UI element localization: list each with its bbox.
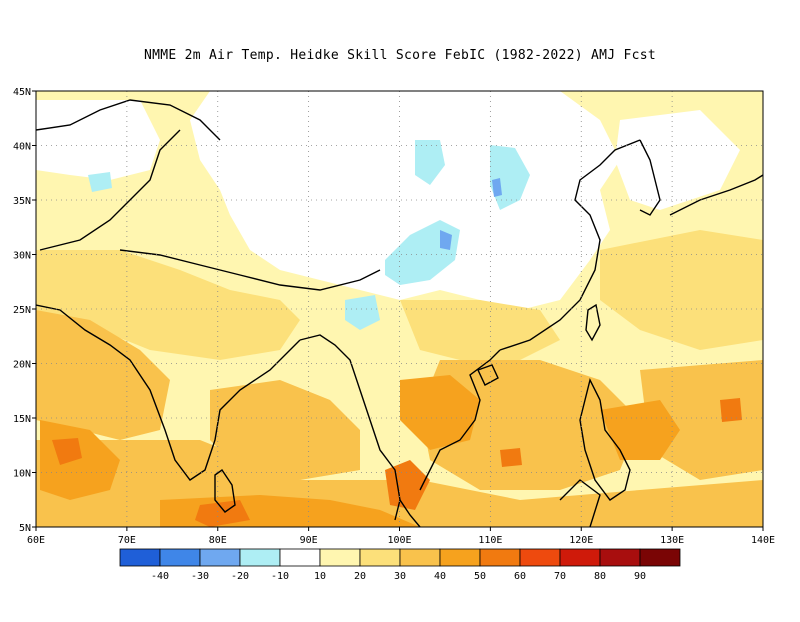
region-white-central-asia	[36, 100, 160, 180]
colorbar-swatch	[119, 548, 161, 567]
coast-korea	[639, 139, 661, 216]
colorbar-label: 50	[474, 571, 486, 582]
border-central-asia	[36, 99, 221, 141]
lon-tick-label: 120E	[569, 535, 593, 546]
colorbar-swatch	[359, 548, 401, 567]
colorbar-label: -40	[151, 571, 169, 582]
lat-tick-label: 10N	[13, 469, 31, 480]
colorbar-swatch	[159, 548, 201, 567]
coast-taiwan	[585, 303, 601, 342]
colorbar-label: 80	[594, 571, 606, 582]
border-himalaya	[119, 249, 381, 291]
colorbar-swatch	[199, 548, 241, 567]
lat-tick-label: 15N	[13, 414, 31, 425]
colorbar-swatch	[279, 548, 321, 567]
coastlines	[36, 99, 763, 527]
coast-south-china	[499, 139, 641, 351]
region-20-south-china	[400, 300, 560, 360]
gridlines	[36, 91, 763, 527]
lat-tick-label: 5N	[19, 523, 31, 534]
region-negative-myanmar	[345, 295, 380, 330]
colorbar: -40 -30 -20 -10 10 20 30 40 50 60 70 80 90	[119, 548, 681, 582]
coast-bangladesh	[299, 334, 401, 521]
colorbar-swatch	[399, 548, 441, 567]
region-negative-small-1	[440, 230, 452, 250]
colorbar-label: 60	[514, 571, 526, 582]
lat-tick-label: 40N	[13, 142, 31, 153]
chart-title: NMME 2m Air Temp. Heidke Skill Score Feb…	[144, 48, 656, 63]
region-20-east-china-sea	[600, 230, 763, 350]
region-60-arabian-sea	[52, 438, 82, 465]
region-20-india-north	[36, 250, 300, 360]
lat-tick-label: 25N	[13, 305, 31, 316]
lon-tick-label: 70E	[118, 535, 136, 546]
coast-malaysia	[399, 499, 421, 527]
lon-tick-label: 80E	[209, 535, 227, 546]
lon-tick-label: 140E	[751, 535, 775, 546]
region-negative-tibet	[415, 140, 445, 185]
region-50-indochina	[400, 375, 480, 450]
region-white-china	[190, 91, 620, 310]
coast-japan	[669, 174, 763, 216]
lat-tick-label: 20N	[13, 360, 31, 371]
coast-sri-lanka	[214, 469, 236, 513]
coast-india	[36, 304, 301, 481]
coast-indochina	[419, 349, 501, 491]
coast-philippines	[579, 377, 631, 501]
region-60-pacific	[720, 398, 742, 422]
region-negative-afghan	[88, 172, 112, 192]
colorbar-swatch	[519, 548, 561, 567]
lat-tick-label: 35N	[13, 196, 31, 207]
lon-tick-label: 110E	[478, 535, 502, 546]
colorbar-swatch	[599, 548, 641, 567]
coast-borneo	[559, 479, 601, 527]
lat-tick-label: 30N	[13, 251, 31, 262]
colorbar-label: 40	[434, 571, 446, 582]
colorbar-swatch	[439, 548, 481, 567]
lon-axis: 60E 70E 80E 90E 100E 110E 120E 130E 140E	[27, 527, 775, 546]
colorbar-label: 10	[314, 571, 326, 582]
colorbar-swatch	[559, 548, 601, 567]
lat-axis: 5N 10N 15N 20N 25N 30N 35N 40N 45N	[13, 87, 36, 534]
lon-tick-label: 90E	[300, 535, 318, 546]
region-30-arabian-sea	[36, 310, 170, 440]
lon-tick-label: 130E	[660, 535, 684, 546]
region-30-south-china-sea	[420, 360, 640, 490]
colorbar-swatch	[239, 548, 281, 567]
lat-tick-label: 45N	[13, 87, 31, 98]
lon-tick-label: 60E	[27, 535, 45, 546]
colorbar-swatch	[479, 548, 521, 567]
region-60-scs	[500, 448, 522, 467]
colorbar-label: -30	[191, 571, 209, 582]
colorbar-label: -20	[231, 571, 249, 582]
colorbar-label: 20	[354, 571, 366, 582]
lon-tick-label: 100E	[387, 535, 411, 546]
colorbar-swatch	[319, 548, 361, 567]
colorbar-label: 90	[634, 571, 646, 582]
colorbar-label: -10	[271, 571, 289, 582]
region-negative-small-2	[492, 178, 502, 197]
border-pakistan	[39, 129, 181, 251]
region-white-korea	[615, 110, 740, 210]
colorbar-label: 70	[554, 571, 566, 582]
region-60-indian-ocean	[195, 500, 250, 527]
coast-hainan	[477, 364, 499, 386]
colorbar-swatch	[639, 548, 681, 567]
region-30-bay-of-bengal	[210, 380, 360, 480]
colorbar-label: 30	[394, 571, 406, 582]
region-30-pacific	[640, 360, 763, 480]
region-50-philippines-sea	[600, 400, 680, 460]
